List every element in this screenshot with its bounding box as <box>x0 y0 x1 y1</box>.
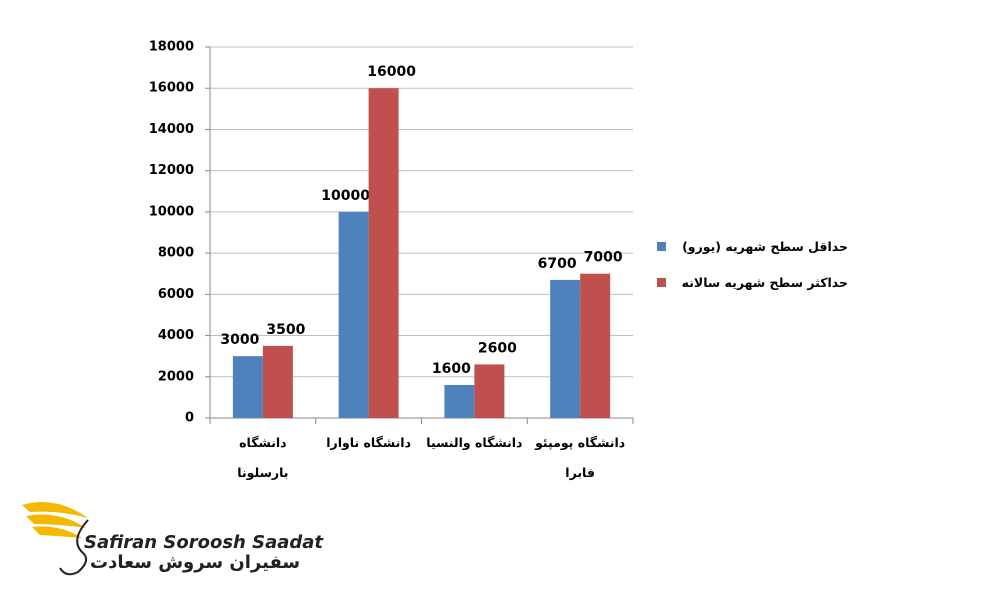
data-label: 10000 <box>321 188 370 204</box>
bar <box>474 364 505 418</box>
y-tick-label: 14000 <box>149 122 194 137</box>
x-tick-label: دانشگاه پومپئو فابرا <box>535 435 626 480</box>
data-label: 6700 <box>538 256 577 272</box>
bar <box>368 88 399 418</box>
x-tick-label: دانشگاه والنسیا <box>426 435 523 450</box>
y-tick-label: 8000 <box>158 246 194 261</box>
data-label: 2600 <box>478 340 517 356</box>
data-label: 3500 <box>266 322 305 338</box>
data-label: 3000 <box>220 332 259 348</box>
bar <box>580 273 611 418</box>
bar <box>338 211 369 418</box>
bar <box>444 385 475 418</box>
bar <box>550 279 581 418</box>
x-tick-label: دانشگاه ناوارا <box>326 435 411 450</box>
y-tick-label: 2000 <box>158 369 194 384</box>
legend-swatch <box>657 242 666 251</box>
y-tick-label: 6000 <box>158 287 194 302</box>
data-label: 16000 <box>367 64 416 80</box>
y-tick-label: 12000 <box>149 163 194 178</box>
legend-label: حداقل سطح شهریه (یورو) <box>682 239 848 254</box>
data-label: 7000 <box>584 250 623 266</box>
x-tick-label: دانشگاه بارسلونا <box>237 435 289 480</box>
y-tick-label: 18000 <box>149 40 194 55</box>
y-tick-label: 4000 <box>158 328 194 343</box>
y-tick-label: 0 <box>185 411 194 426</box>
data-label: 1600 <box>432 361 471 377</box>
bar <box>262 345 293 418</box>
y-tick-label: 10000 <box>149 204 194 219</box>
bar <box>232 356 263 418</box>
logo-persian: سفیران سروش سعادت <box>90 552 301 573</box>
legend-swatch <box>657 278 666 287</box>
logo-wings <box>22 501 89 576</box>
y-tick-label: 16000 <box>149 81 194 96</box>
logo-latin: Safiran Soroosh Saadat <box>84 532 324 553</box>
legend-label: حداکثر سطح شهریه سالانه <box>681 275 848 290</box>
